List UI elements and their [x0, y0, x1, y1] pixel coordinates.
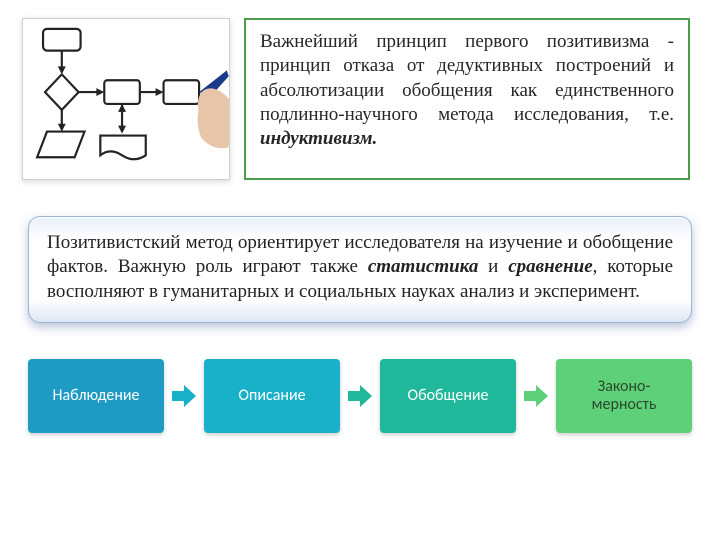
blue-em2: сравнение: [508, 256, 592, 277]
flowchart-thumbnail: [22, 18, 230, 180]
flow-step-2: Обобщение: [380, 359, 516, 433]
flow-arrow-icon: [346, 382, 374, 410]
process-flow: Наблюдение Описание Обобщение Законо-мернос…: [28, 359, 692, 433]
flow-step-0: Наблюдение: [28, 359, 164, 433]
flow-arrow-icon: [522, 382, 550, 410]
principle-text: Важнейший принцип первого позитивизма - …: [260, 31, 674, 125]
blue-part2: и: [478, 256, 508, 277]
flow-step-1: Описание: [204, 359, 340, 433]
flowchart-svg: [23, 19, 229, 179]
flow-arrow-icon: [170, 382, 198, 410]
principle-em: индуктивизм.: [260, 128, 377, 149]
blue-method-panel: Позитивистский метод ориентирует исследо…: [28, 216, 692, 323]
blue-em1: статистика: [368, 256, 479, 277]
flow-step-3: Законо-мерность: [556, 359, 692, 433]
green-principle-box: Важнейший принцип первого позитивизма - …: [244, 18, 690, 180]
